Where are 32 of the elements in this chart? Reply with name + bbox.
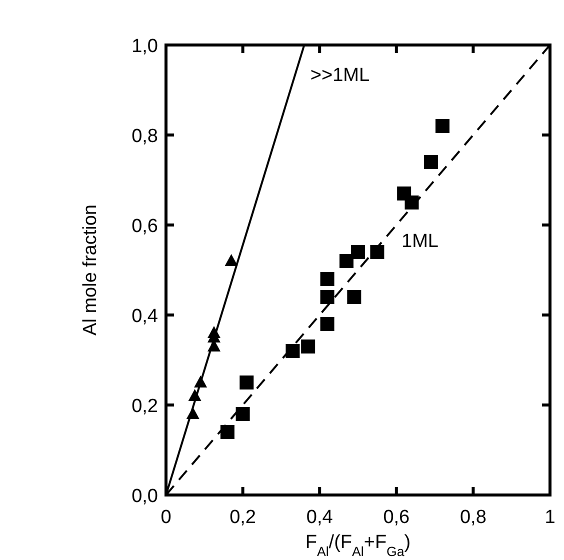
- y-tick-label: 0,6: [132, 216, 158, 237]
- point: [351, 245, 365, 259]
- y-tick-label: 0,4: [132, 306, 158, 327]
- point: [320, 290, 334, 304]
- point: [320, 317, 334, 331]
- point: [370, 245, 384, 259]
- y-axis-title: Al mole fraction: [80, 204, 101, 336]
- point: [236, 407, 250, 421]
- y-tick-label: 0,8: [132, 126, 158, 147]
- x-tick-label: 0: [160, 507, 172, 528]
- x-axis-title: F$_{Al}$/(F$_{Al}$+F$_{Ga}$): [305, 532, 411, 558]
- point: [404, 196, 419, 210]
- point: [224, 254, 238, 266]
- x-tick-label: 0,2: [230, 507, 256, 528]
- y-tick-label: 0,0: [132, 486, 158, 507]
- point: [320, 272, 334, 286]
- y-tick-label: 1,0: [132, 36, 158, 57]
- x-tick-label: 0,4: [306, 507, 334, 528]
- point: [424, 155, 438, 169]
- x-tick-label: 0,6: [383, 507, 410, 528]
- point: [220, 425, 234, 439]
- point: [347, 290, 362, 304]
- x-tick-label: 1: [544, 507, 556, 528]
- annotation: 1ML: [402, 231, 438, 252]
- point: [435, 119, 450, 133]
- point: [301, 340, 316, 354]
- point: [286, 344, 300, 358]
- point: [240, 376, 254, 390]
- y-tick-label: 0,2: [132, 396, 158, 417]
- x-tick-label: 0,8: [460, 507, 486, 528]
- annotation: >>1ML: [310, 65, 370, 86]
- point: [339, 254, 354, 268]
